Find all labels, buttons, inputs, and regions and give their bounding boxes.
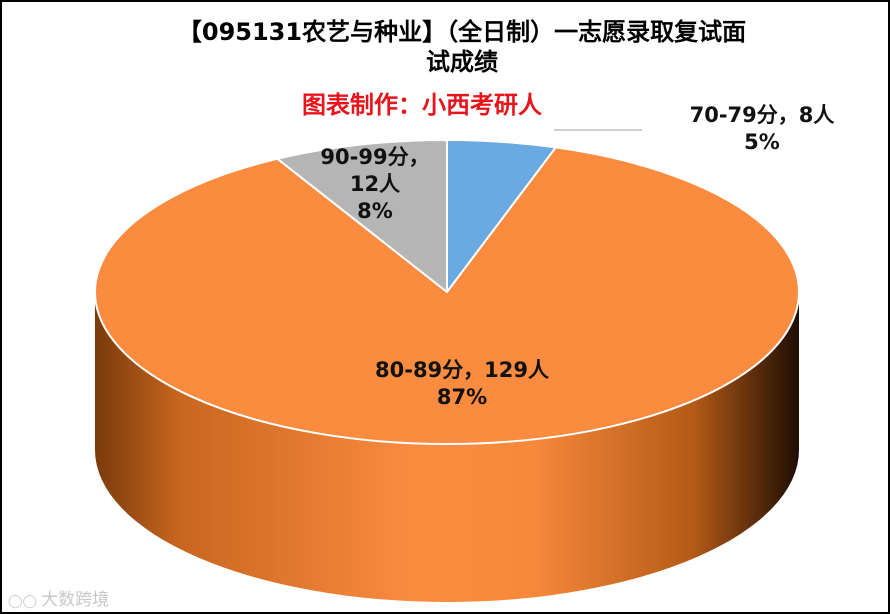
data-label-90-99-percent: 8% xyxy=(357,199,393,223)
pie-slice-90-99 xyxy=(276,139,448,293)
chart-subtitle: 图表制作：小西考研人 xyxy=(302,91,542,119)
chart-title: 【095131农艺与种业】（全日制）一志愿录取复试面 试成绩 xyxy=(62,16,862,78)
watermark-logo-icon: ◯◯ xyxy=(8,594,38,609)
data-label-70-79-text: 70-79分，8人 xyxy=(689,103,835,127)
chart-title-line1: 【095131农艺与种业】（全日制）一志愿录取复试面 xyxy=(177,18,747,46)
data-label-80-89: 80-89分，129人 87% xyxy=(347,357,577,411)
data-label-90-99-count: 12人 xyxy=(349,172,401,196)
data-label-90-99-text: 90-99分， xyxy=(320,145,430,169)
data-label-80-89-percent: 87% xyxy=(436,385,488,409)
pie-slice-80-89 xyxy=(94,146,800,445)
chart-title-line2: 试成绩 xyxy=(426,48,498,76)
watermark: ◯◯ 大数跨境 xyxy=(8,585,109,610)
data-label-70-79-percent: 5% xyxy=(744,130,780,154)
watermark-text: 大数跨境 xyxy=(41,590,110,610)
data-label-90-99: 90-99分， 12人 8% xyxy=(320,144,430,225)
data-label-80-89-text: 80-89分，129人 xyxy=(375,358,549,382)
pie-side-wall xyxy=(95,292,799,602)
data-label-70-79: 70-79分，8人 5% xyxy=(657,102,867,156)
